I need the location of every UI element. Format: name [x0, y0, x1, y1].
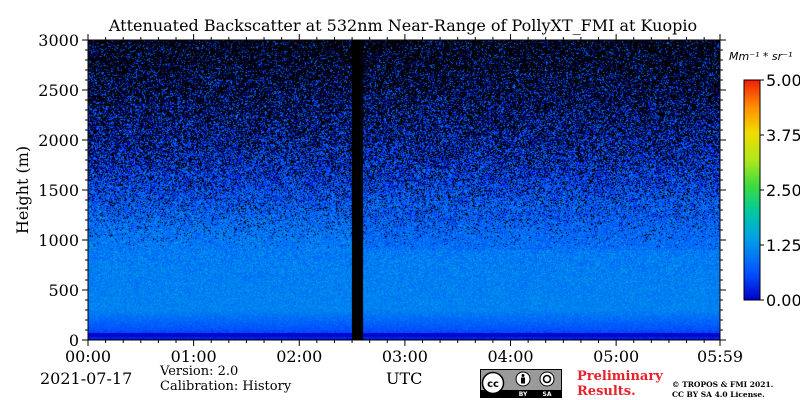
- copyright-notice: © TROPOS & FMI 2021. CC BY SA 4.0 Licens…: [672, 380, 773, 400]
- no-data-band: [352, 40, 363, 340]
- by-label: BY: [519, 391, 528, 398]
- by-icon-body: [521, 377, 525, 384]
- calibration-text: Calibration: History: [160, 379, 292, 394]
- y-tick-label: 1500: [38, 181, 79, 200]
- colorbar-tick-label: 3.75: [766, 126, 800, 145]
- preliminary-line-2: Results.: [577, 384, 636, 399]
- sa-label: SA: [543, 391, 552, 398]
- chart-title: Attenuated Backscatter at 532nm Near-Ran…: [108, 16, 698, 35]
- backscatter-heatmap: [88, 40, 720, 340]
- by-icon-head: [521, 374, 525, 377]
- x-tick-label: 04:00: [487, 347, 533, 366]
- date-label: 2021-07-17: [40, 369, 133, 388]
- cc-by-sa-license-badge[interactable]: cc BY SA: [480, 369, 562, 398]
- colorbar-unit-label: Mm⁻¹ * sr⁻¹: [729, 50, 792, 63]
- axes: 00:00 01:00 02:00 03:00 04:00 05:00 05:59 0 500 1…: [13, 31, 743, 366]
- colorbar-tick-label: 1.25: [766, 236, 800, 255]
- cc-logo-text: cc: [487, 379, 499, 390]
- colorbar-tick-label: 2.50: [766, 181, 800, 200]
- y-tick-label: 0: [69, 331, 79, 350]
- x-tick-label: 02:00: [276, 347, 322, 366]
- preliminary-line-1: Preliminary: [577, 369, 663, 384]
- sa-share-alike-icon: [539, 371, 555, 387]
- y-tick-label: 1000: [38, 231, 79, 250]
- colorbar-tick-label: 0.00: [766, 291, 800, 310]
- y-tick-label: 500: [48, 281, 79, 300]
- x-tick-label: 00:00: [65, 347, 111, 366]
- colorbar-tick-label: 5.00: [766, 71, 800, 90]
- version-text: Version: 2.0: [160, 364, 239, 379]
- x-tick-label: 01:00: [171, 347, 217, 366]
- y-tick-label: 2500: [38, 81, 79, 100]
- x-tick-label: 05:59: [697, 347, 743, 366]
- sa-icon-arc: [542, 374, 552, 384]
- colorbar: 0.00 1.25 2.50 3.75 5.00 Mm⁻¹ * sr⁻¹: [729, 50, 800, 310]
- colorbar-gradient: [743, 79, 761, 301]
- preliminary-results-note: Preliminary Results.: [577, 369, 663, 399]
- cc-logo-circle: [481, 371, 505, 395]
- y-axis-label: Height (m): [13, 146, 32, 234]
- version-info: Version: 2.0 Calibration: History: [160, 364, 291, 394]
- x-tick-label: 05:00: [593, 347, 639, 366]
- copyright-line-2: CC BY SA 4.0 License.: [672, 390, 765, 399]
- copyright-line-1: © TROPOS & FMI 2021.: [672, 380, 774, 389]
- x-tick-label: 03:00: [382, 347, 428, 366]
- y-tick-label: 3000: [38, 31, 79, 50]
- x-axis-label: UTC: [386, 369, 423, 388]
- y-tick-label: 2000: [38, 131, 79, 150]
- plot-area: [88, 40, 720, 340]
